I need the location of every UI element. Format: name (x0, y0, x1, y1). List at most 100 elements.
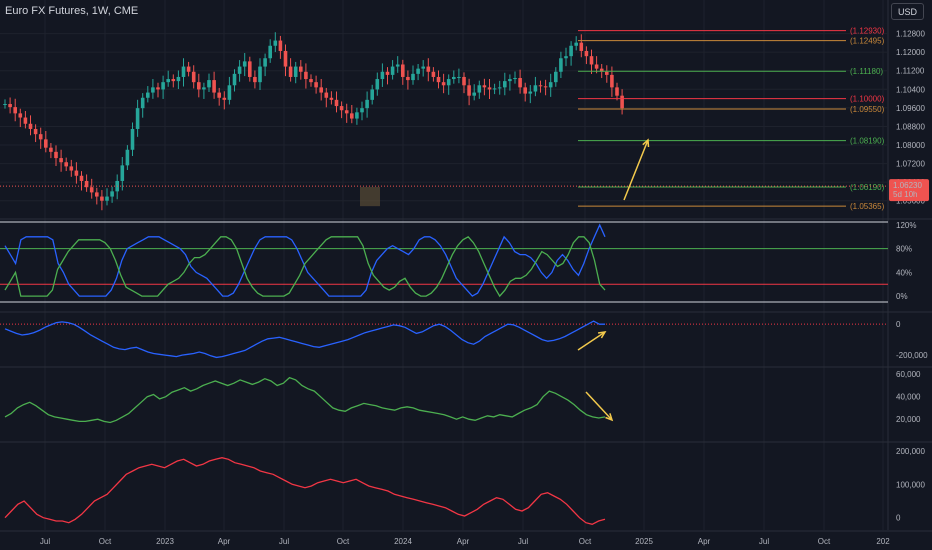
candle-body (584, 50, 589, 57)
candle-body (38, 134, 43, 140)
candle-body (411, 73, 415, 81)
candle-body (44, 139, 48, 148)
candle-body (523, 87, 527, 94)
pane-tick-label: 20,000 (896, 415, 921, 424)
level-label: (1.11180) (850, 67, 883, 76)
candle-body (309, 79, 313, 83)
candle-body (344, 110, 349, 114)
candle-body (385, 71, 390, 75)
range-highlight (360, 187, 380, 207)
candle-body (375, 79, 380, 90)
candle-body (64, 162, 68, 167)
series-line (4, 223, 606, 297)
candle-body (258, 66, 262, 83)
candle-body (105, 196, 109, 201)
candle-body (462, 76, 466, 86)
candle-body (319, 87, 323, 93)
series-line (4, 457, 606, 525)
time-tick-label: Oct (818, 537, 831, 546)
candle-body (293, 66, 298, 77)
time-tick-label: Jul (759, 537, 769, 546)
candle-body (130, 128, 135, 150)
candle-body (569, 45, 573, 57)
candle-body (186, 66, 191, 72)
candle-body (548, 82, 553, 88)
candle-body (599, 68, 604, 72)
candle-body (8, 104, 12, 108)
candle-body (395, 64, 400, 67)
time-tick-label: Jul (518, 537, 528, 546)
time-tick-label: 2025 (635, 537, 653, 546)
candle-body (559, 58, 563, 72)
candle-body (508, 79, 512, 82)
last-price-tag (889, 179, 929, 202)
candle-body (441, 82, 446, 86)
level-label: (1.05365) (850, 202, 885, 211)
candle-body (273, 40, 278, 46)
candle-body (350, 113, 354, 119)
arrow-up-price-head (642, 138, 650, 148)
time-tick-label: Apr (218, 537, 231, 546)
candle-body (467, 85, 471, 96)
candle-body (151, 87, 155, 93)
candle-body (202, 87, 206, 90)
candle-body (242, 61, 247, 67)
candle-body (176, 76, 181, 82)
candle-body (232, 73, 237, 86)
candle-body (217, 92, 221, 98)
candle-body (263, 58, 267, 67)
candle-body (166, 79, 170, 83)
time-tick-label: Oct (99, 537, 112, 546)
candle-body (579, 42, 584, 51)
candle-body (95, 192, 99, 197)
series-line (4, 235, 606, 298)
candle-body (503, 81, 507, 88)
time-tick-label: Jul (40, 537, 50, 546)
candle-body (314, 82, 318, 88)
level-label: (1.08190) (850, 137, 885, 146)
time-tick-label: 2023 (156, 537, 174, 546)
candle-body (304, 71, 308, 80)
arrow-up-price (623, 139, 649, 201)
candle-body (620, 95, 624, 109)
candle-body (365, 99, 369, 109)
candle-body (406, 76, 410, 81)
candle-body (181, 66, 186, 77)
candle-body (452, 76, 456, 80)
candle-body (334, 99, 339, 107)
candle-body (360, 108, 364, 113)
pane-tick-label: -200,000 (896, 351, 928, 360)
candle-body (69, 166, 74, 171)
candle-body (472, 92, 476, 96)
arrow-up-cot (577, 331, 606, 351)
candle-body (605, 71, 609, 75)
candle-body (421, 66, 425, 69)
candle-body (110, 191, 114, 197)
pane-tick-label: 200,000 (896, 447, 925, 456)
candle-body (390, 66, 395, 75)
candle-body (49, 147, 53, 152)
level-label: (1.10000) (850, 95, 885, 104)
candle-body (79, 175, 84, 181)
pane-tick-label: 0 (896, 320, 901, 329)
candle-body (248, 61, 252, 77)
candle-body (329, 97, 334, 100)
candle-body (13, 107, 17, 114)
candle-body (283, 50, 288, 67)
candle-body (497, 87, 502, 89)
candle-body (197, 82, 201, 90)
time-tick-label: 2024 (394, 537, 412, 546)
candle-body (401, 64, 405, 77)
candle-body (370, 89, 374, 100)
pane-tick-label: 0 (896, 514, 901, 523)
candle-body (589, 56, 594, 65)
candle-body (89, 187, 94, 193)
candle-body (446, 79, 451, 86)
currency-button[interactable]: USD (891, 3, 924, 20)
price-tick-label: 1.12800 (896, 30, 925, 39)
level-label: (1.12495) (850, 37, 885, 46)
candle-body (28, 123, 33, 129)
candle-body (156, 87, 160, 90)
candle-body (513, 78, 517, 80)
time-tick-label: Oct (579, 537, 592, 546)
